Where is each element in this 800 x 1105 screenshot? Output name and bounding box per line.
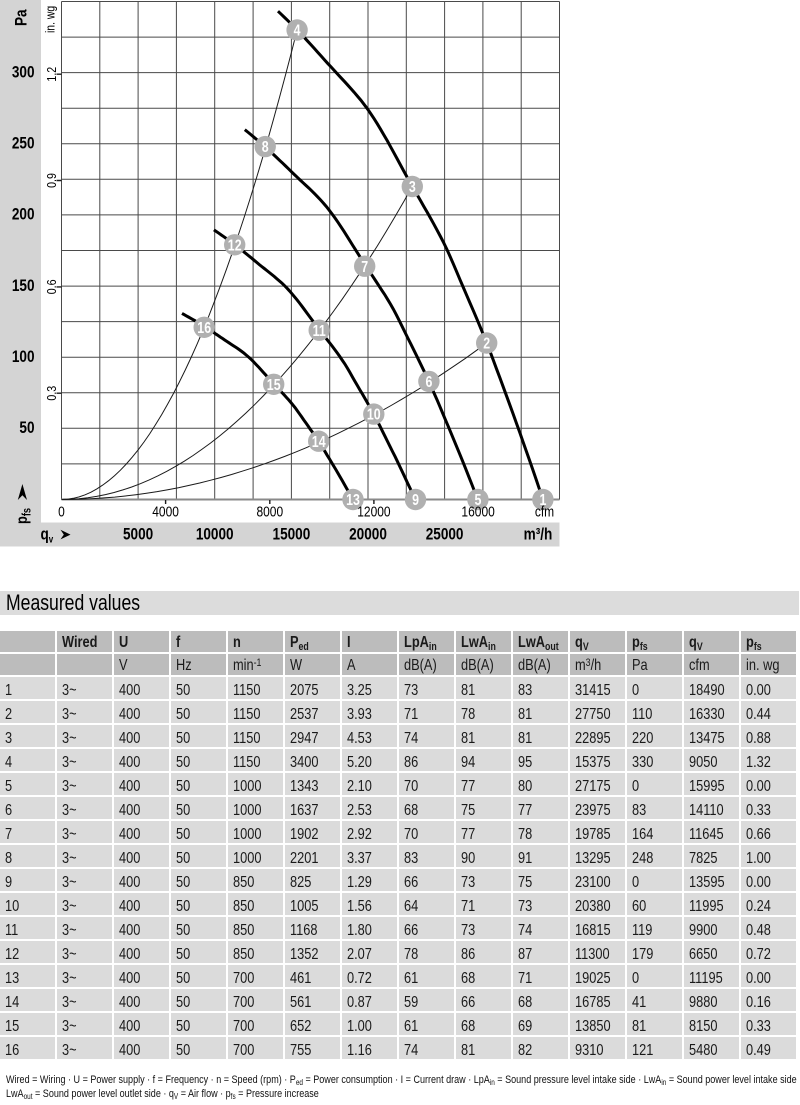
svg-text:9: 9 [412, 491, 419, 509]
svg-text:16: 16 [197, 319, 211, 337]
svg-text:50: 50 [19, 419, 34, 438]
svg-text:25000: 25000 [426, 525, 464, 544]
svg-text:0.9: 0.9 [44, 173, 59, 188]
svg-text:3: 3 [409, 178, 416, 196]
svg-text:Pa: Pa [12, 9, 31, 26]
svg-text:in. wg: in. wg [43, 6, 57, 33]
svg-text:12: 12 [228, 236, 242, 254]
svg-text:6: 6 [425, 373, 432, 391]
svg-text:300: 300 [12, 63, 35, 82]
svg-text:10000: 10000 [196, 525, 234, 544]
svg-text:10: 10 [367, 405, 381, 423]
svg-text:2: 2 [483, 334, 490, 352]
svg-text:150: 150 [12, 277, 35, 296]
svg-text:12000: 12000 [357, 503, 391, 520]
svg-text:15: 15 [267, 376, 281, 394]
svg-text:8: 8 [262, 138, 269, 156]
svg-text:cfm: cfm [535, 503, 554, 520]
svg-text:250: 250 [12, 134, 35, 153]
svg-text:20000: 20000 [349, 525, 387, 544]
svg-text:5000: 5000 [123, 525, 153, 544]
svg-text:11: 11 [313, 321, 326, 339]
svg-text:0.6: 0.6 [44, 279, 59, 294]
svg-text:m³/h: m³/h [524, 525, 553, 544]
svg-text:1: 1 [539, 491, 546, 509]
svg-text:13: 13 [346, 491, 360, 509]
svg-text:5: 5 [474, 491, 481, 509]
svg-text:100: 100 [12, 348, 35, 367]
svg-text:16000: 16000 [461, 503, 495, 520]
svg-text:4: 4 [294, 21, 301, 39]
svg-text:1.2: 1.2 [44, 67, 59, 82]
svg-text:15000: 15000 [273, 525, 311, 544]
svg-text:14: 14 [312, 432, 326, 450]
svg-text:200: 200 [12, 205, 35, 224]
svg-text:0.3: 0.3 [44, 386, 59, 401]
svg-text:4000: 4000 [152, 503, 179, 520]
svg-text:0: 0 [58, 503, 65, 520]
svg-text:7: 7 [361, 257, 368, 275]
svg-text:8000: 8000 [256, 503, 283, 520]
